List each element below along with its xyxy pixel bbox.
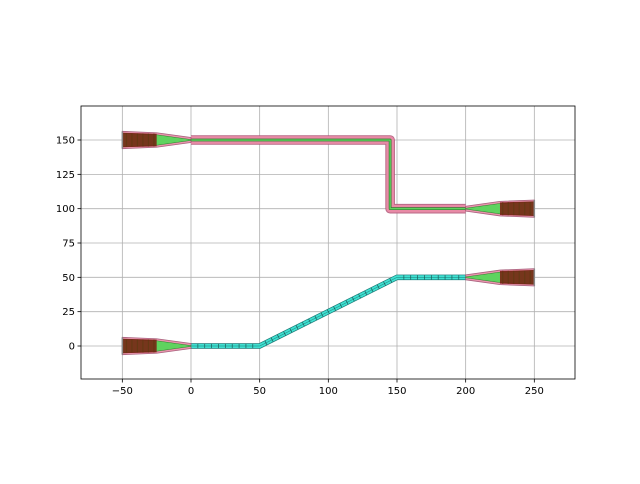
route-segment-tick xyxy=(308,318,311,324)
route-segment-tick xyxy=(383,281,386,286)
route-segment-tick xyxy=(327,309,330,314)
grating-coupler xyxy=(465,199,536,218)
route-segment-tick xyxy=(320,312,324,317)
route-segment-tick xyxy=(345,300,349,305)
route-segment-tick xyxy=(364,290,368,296)
x-tick-label: 200 xyxy=(456,386,475,397)
route-segment-tick xyxy=(264,340,268,346)
x-tick-label: 150 xyxy=(387,386,406,397)
y-tick-label: 50 xyxy=(62,273,75,284)
x-tick-label: 50 xyxy=(253,386,266,397)
ticks: −50 0 50 100 150 200 250 0 25 50 75 100 125 150 xyxy=(56,136,544,397)
grating-teeth xyxy=(499,201,535,216)
grating-teeth xyxy=(499,270,535,285)
y-tick-label: 150 xyxy=(56,136,75,147)
grating-coupler xyxy=(465,268,536,287)
route-segment-tick xyxy=(302,322,305,327)
layout-shapes xyxy=(121,130,536,356)
route-segment-tick xyxy=(333,306,336,311)
y-tick-label: 100 xyxy=(56,204,75,215)
grating-coupler xyxy=(121,130,192,150)
y-tick-label: 75 xyxy=(62,239,75,250)
route-segment-tick xyxy=(314,315,318,321)
grating-coupler xyxy=(121,336,192,356)
y-tick-label: 125 xyxy=(56,170,75,181)
grating-teeth xyxy=(122,132,157,148)
x-tick-label: 250 xyxy=(525,386,544,397)
route-segment-tick xyxy=(358,293,361,299)
route-segment-tick xyxy=(389,278,393,283)
x-tick-label: −50 xyxy=(112,386,133,397)
y-tick-label: 25 xyxy=(62,307,75,318)
route-segment-tick xyxy=(270,337,274,342)
x-tick-label: 0 xyxy=(188,386,194,397)
route-segment-tick xyxy=(295,325,299,330)
x-tick-label: 100 xyxy=(319,386,338,397)
route-segment-tick xyxy=(277,334,280,339)
route-segment-tick xyxy=(370,287,374,292)
route-segment-tick xyxy=(289,328,293,333)
route-segment-tick xyxy=(352,297,355,302)
route-segment-tick xyxy=(339,303,343,308)
route-segment-tick xyxy=(376,284,380,289)
grating-teeth xyxy=(122,338,157,354)
y-tick-label: 0 xyxy=(69,342,75,353)
route-segment-tick xyxy=(283,331,286,336)
route-core xyxy=(191,139,466,210)
